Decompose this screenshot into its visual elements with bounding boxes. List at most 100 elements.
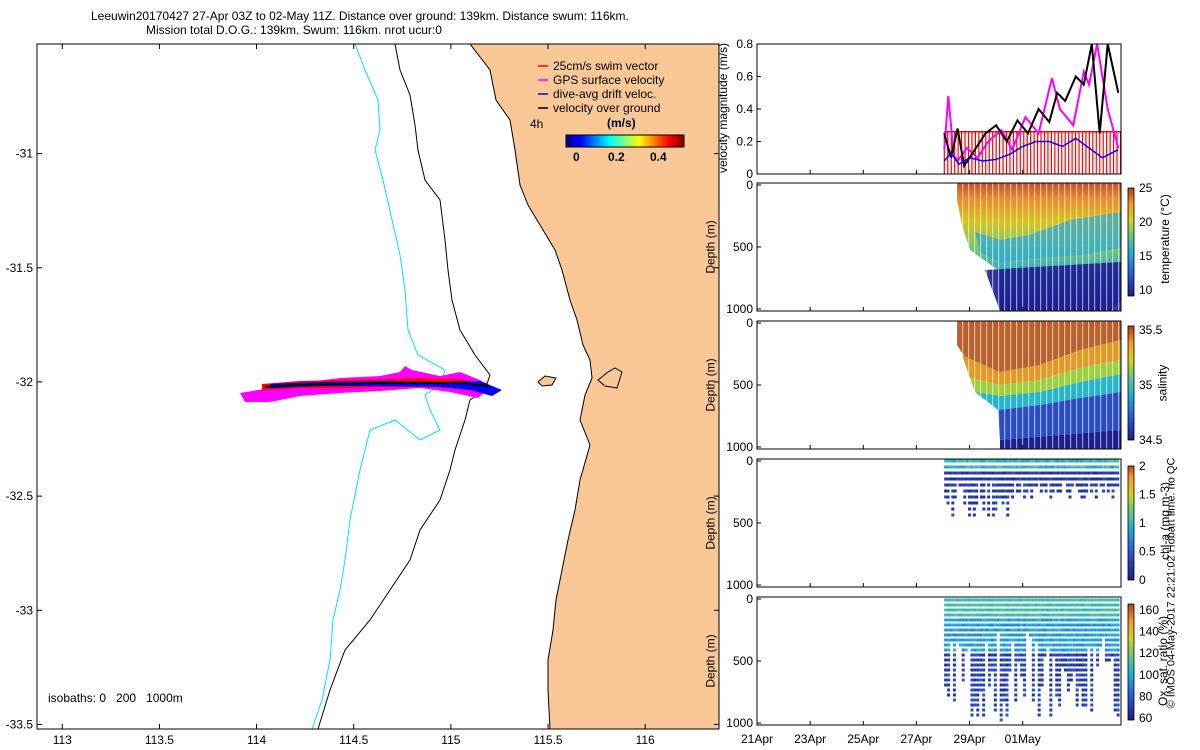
oxygen-point <box>1084 698 1088 702</box>
chl-point <box>975 489 979 493</box>
oxygen-point <box>1014 603 1018 607</box>
oxygen-point <box>1096 648 1100 652</box>
oxygen-point <box>1005 688 1009 692</box>
oxygen-point <box>1090 648 1094 652</box>
chl-point <box>1094 495 1098 499</box>
oxygen-point <box>949 633 953 637</box>
chl-point <box>1015 465 1019 469</box>
chl-point <box>1049 471 1053 475</box>
coastline <box>469 44 593 729</box>
oxygen-point <box>1017 628 1021 632</box>
oxygen-point <box>1002 598 1006 602</box>
oxygen-point <box>982 663 986 667</box>
chl-point <box>963 495 967 499</box>
chl-point <box>1051 459 1055 463</box>
chl-point <box>1090 459 1094 463</box>
chl-point <box>1025 489 1029 493</box>
chl-point <box>1054 465 1058 469</box>
chl-point <box>968 483 972 487</box>
chl-point <box>948 471 952 475</box>
oxygen-point <box>1063 613 1067 617</box>
oxygen-point <box>1093 618 1097 622</box>
map-x-tick-label: 113 <box>53 733 72 747</box>
oxygen-point <box>1101 628 1105 632</box>
oxygen-point <box>1028 623 1032 627</box>
oxygen-point <box>958 603 962 607</box>
oxygen-point <box>993 648 997 652</box>
oxygen-point <box>1063 603 1067 607</box>
oxygen-point <box>1058 658 1062 662</box>
oxygen-point <box>1090 663 1094 667</box>
oxygen-point <box>1052 623 1056 627</box>
oxygen-point <box>961 628 965 632</box>
oxygen-point <box>947 678 951 682</box>
oxygen-point <box>1008 628 1012 632</box>
oxygen-point <box>1107 613 1111 617</box>
oxygen-point <box>1096 623 1100 627</box>
colorbar-tick-label: 34.5 <box>1139 433 1163 447</box>
chl-point <box>982 501 986 505</box>
oxygen-point <box>1046 633 1050 637</box>
oxygen-point <box>987 603 991 607</box>
chl-point <box>1106 483 1110 487</box>
oxygen-point <box>1040 608 1044 612</box>
oxygen-point <box>973 598 977 602</box>
oxygen-point <box>1017 613 1021 617</box>
chl-point <box>1025 459 1029 463</box>
chl-point <box>996 471 1000 475</box>
oxygen-point <box>1049 708 1053 712</box>
oxygen-point <box>1023 643 1027 647</box>
oxygen-point <box>970 688 974 692</box>
oxygen-point <box>1090 688 1094 692</box>
chl-point <box>982 459 986 463</box>
oxygen-point <box>973 648 977 652</box>
oxygen-point <box>1040 653 1044 657</box>
oxygen-point <box>1037 653 1041 657</box>
chl-point <box>1109 471 1113 475</box>
chl-point <box>1015 483 1019 487</box>
oxygen-point <box>1037 678 1041 682</box>
oxygen-point <box>1113 688 1117 692</box>
oxygen-point <box>1037 638 1041 642</box>
oxygen-point <box>958 618 962 622</box>
oxygen-point <box>1090 668 1094 672</box>
chl-point <box>1023 489 1027 493</box>
oxygen-point <box>1066 688 1070 692</box>
oxygen-point <box>1043 598 1047 602</box>
chl-point <box>1068 471 1072 475</box>
oxygen-point <box>1005 683 1009 687</box>
oxygen-point <box>987 613 991 617</box>
chl-point <box>1068 489 1072 493</box>
chl-point <box>996 465 1000 469</box>
oxygen-point <box>958 638 962 642</box>
oxygen-point <box>1069 643 1073 647</box>
oxygen-point <box>990 653 994 657</box>
oxygen-point <box>1078 673 1082 677</box>
oxygen-point <box>970 698 974 702</box>
oxygen-point <box>1058 633 1062 637</box>
oxygen-point <box>1110 643 1114 647</box>
oxygen-point <box>993 703 997 707</box>
oxygen-point <box>1002 683 1006 687</box>
oxygen-point <box>1099 598 1103 602</box>
oxygen-point <box>1023 603 1027 607</box>
chl-point <box>1001 465 1005 469</box>
oxygen-point <box>1107 653 1111 657</box>
chl-point <box>1035 459 1039 463</box>
oxygen-point <box>1040 673 1044 677</box>
chl-point <box>1099 465 1103 469</box>
oxygen-point <box>1081 623 1085 627</box>
oxygen-point <box>1061 663 1065 667</box>
oxygen-point <box>1078 653 1082 657</box>
chl-point <box>1011 459 1015 463</box>
chl-point <box>968 489 972 493</box>
chl-point <box>1113 483 1117 487</box>
chl-point <box>963 483 967 487</box>
oxygen-point <box>955 638 959 642</box>
depth-y-tick-label: 0 <box>746 316 753 330</box>
oxygen-point <box>970 658 974 662</box>
oxygen-point <box>952 693 956 697</box>
temperature-colorbar-label: temperature (°C) <box>1157 194 1172 284</box>
chl-point <box>982 471 986 475</box>
oxygen-point <box>1008 598 1012 602</box>
